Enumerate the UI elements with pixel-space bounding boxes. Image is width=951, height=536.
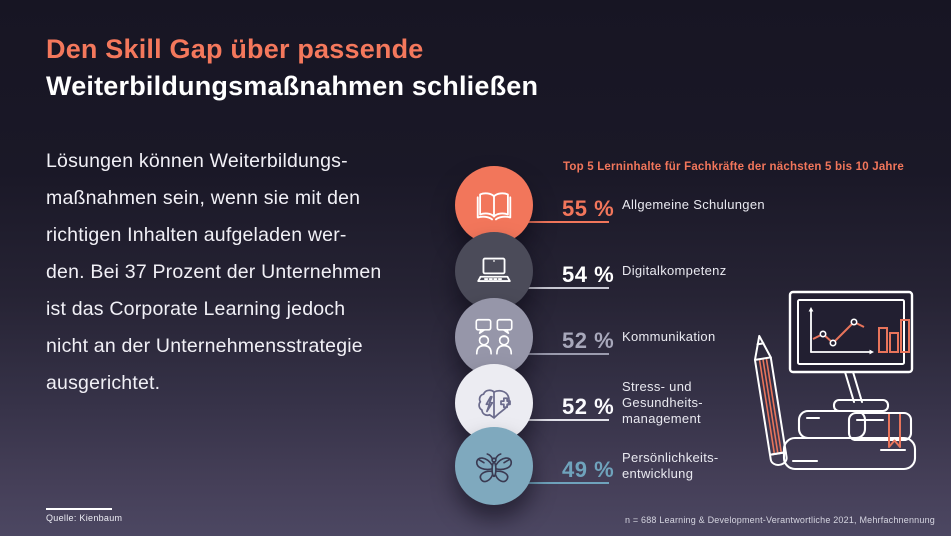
connector-line	[517, 353, 609, 355]
category-label: Stress- und Gesundheits- management	[622, 379, 703, 426]
body-paragraph: Lösungen können Weiterbildungs- maßnahme…	[46, 150, 382, 394]
connector-line	[517, 482, 609, 484]
chart-row-kommunikation: 52 % Kommunikation	[455, 298, 945, 376]
chart-row-persoenlichkeitsentwicklung: 49 % Persönlichkeits- entwicklung	[455, 427, 945, 505]
percent-value: 52 %	[562, 394, 615, 419]
percent-value: 49 %	[562, 457, 615, 482]
butterfly-icon	[455, 427, 533, 505]
source-note: Quelle: Kienbaum	[46, 508, 122, 523]
category-label: Kommunikation	[622, 329, 716, 344]
title-line-1: Den Skill Gap über passende	[46, 34, 424, 64]
source-text: Quelle: Kienbaum	[46, 513, 123, 523]
open-book-icon	[455, 166, 533, 244]
chart-title: Top 5 Lerninhalte für Fachkräfte der näc…	[563, 161, 904, 173]
connector-line	[517, 221, 609, 223]
connector-line	[517, 419, 609, 421]
presentation-board-illustration	[753, 290, 917, 471]
category-label: Persönlichkeits- entwicklung	[622, 450, 719, 481]
percent-value: 55 %	[562, 196, 615, 221]
category-label: Digitalkompetenz	[622, 263, 727, 278]
chart-row-allgemeine-schulungen: 55 % Allgemeine Schulungen	[455, 166, 945, 244]
percent-value: 52 %	[562, 328, 615, 353]
speech-people-icon	[455, 298, 533, 376]
percent-value: 54 %	[562, 262, 615, 287]
category-label: Allgemeine Schulungen	[622, 197, 765, 212]
laptop-icon	[455, 232, 533, 310]
title-line-2: Weiterbildungsmaßnahmen schließen	[46, 71, 539, 101]
sample-footnote: n = 688 Learning & Development-Verantwor…	[624, 515, 935, 525]
connector-line	[517, 287, 609, 289]
source-divider-line	[46, 508, 112, 510]
chart-row-digitalkompetenz: 54 % Digitalkompetenz	[455, 232, 945, 310]
page-title: Den Skill Gap über passende Weiterbildun…	[46, 31, 538, 105]
